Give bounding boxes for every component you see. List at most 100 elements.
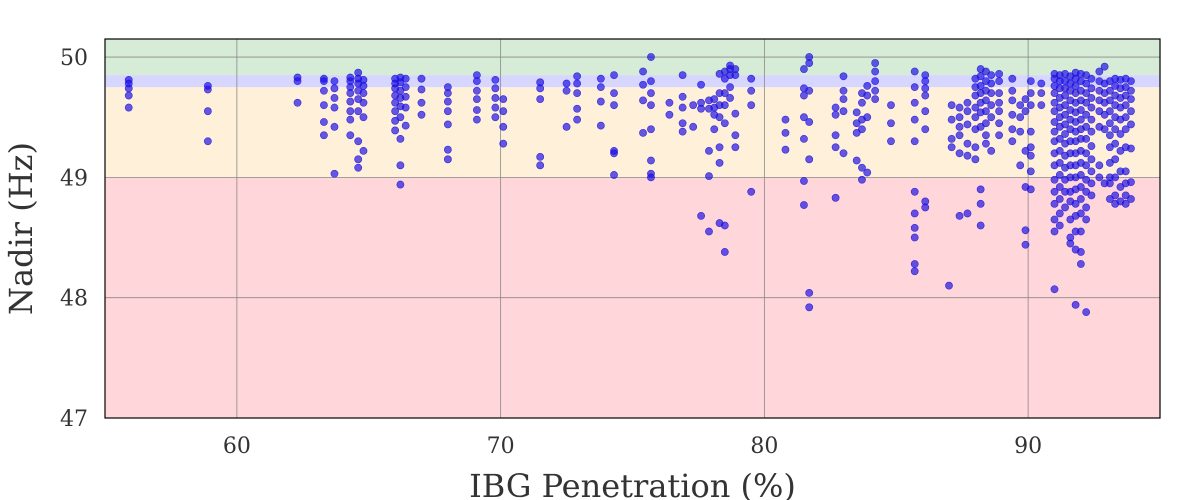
data-point bbox=[1055, 195, 1064, 203]
data-point bbox=[720, 101, 729, 110]
data-point bbox=[731, 143, 740, 152]
data-point bbox=[947, 101, 956, 110]
data-point bbox=[910, 137, 919, 146]
data-point bbox=[1071, 301, 1080, 309]
data-point bbox=[1127, 144, 1135, 153]
data-point bbox=[1055, 209, 1064, 218]
data-point bbox=[1076, 183, 1085, 191]
data-point bbox=[573, 89, 582, 98]
data-point bbox=[1061, 203, 1069, 212]
data-point bbox=[1055, 171, 1064, 179]
data-point bbox=[417, 74, 426, 83]
data-point bbox=[1008, 96, 1017, 105]
data-point bbox=[1082, 187, 1091, 196]
data-point bbox=[1008, 110, 1017, 119]
data-point bbox=[715, 143, 724, 152]
data-point bbox=[910, 260, 919, 268]
data-point bbox=[391, 126, 400, 135]
data-point bbox=[1087, 179, 1096, 188]
data-point bbox=[955, 211, 964, 220]
data-point bbox=[499, 139, 508, 148]
data-point bbox=[1111, 155, 1120, 164]
data-point bbox=[678, 71, 687, 79]
data-point bbox=[863, 168, 872, 177]
data-point bbox=[1016, 101, 1025, 110]
data-point bbox=[1026, 143, 1035, 152]
x-tick-label: 70 bbox=[487, 434, 515, 459]
data-point bbox=[955, 131, 964, 140]
data-point bbox=[976, 185, 985, 194]
data-point bbox=[639, 96, 647, 105]
data-point bbox=[562, 86, 571, 95]
data-point bbox=[1016, 127, 1025, 136]
data-point bbox=[910, 83, 919, 92]
data-point bbox=[1008, 86, 1017, 95]
data-point bbox=[499, 122, 508, 131]
data-point bbox=[596, 97, 605, 106]
data-point bbox=[1055, 159, 1064, 167]
data-point bbox=[800, 91, 808, 100]
data-point bbox=[1121, 167, 1130, 176]
data-point bbox=[1082, 203, 1091, 212]
data-point bbox=[1095, 67, 1104, 76]
data-point bbox=[443, 107, 452, 116]
data-point bbox=[805, 86, 814, 95]
data-point bbox=[1087, 155, 1096, 164]
data-point bbox=[831, 193, 840, 202]
data-point bbox=[596, 121, 605, 130]
data-point bbox=[963, 120, 972, 129]
data-point bbox=[747, 187, 756, 196]
data-point bbox=[417, 85, 426, 94]
data-point bbox=[573, 104, 582, 113]
data-point bbox=[858, 125, 866, 134]
data-point bbox=[1082, 71, 1091, 79]
data-point bbox=[1037, 101, 1046, 110]
y-axis-title: Nadir (Hz) bbox=[2, 142, 40, 315]
data-point bbox=[971, 113, 980, 122]
data-point bbox=[1111, 139, 1120, 148]
data-point bbox=[401, 92, 410, 101]
data-point bbox=[863, 82, 872, 90]
data-point bbox=[715, 113, 724, 122]
y-tick-label: 48 bbox=[60, 287, 88, 312]
data-point bbox=[1076, 260, 1085, 268]
data-point bbox=[705, 146, 713, 155]
data-point bbox=[359, 89, 368, 98]
data-point bbox=[995, 107, 1004, 116]
data-point bbox=[491, 94, 500, 102]
data-point bbox=[781, 145, 790, 154]
data-point bbox=[1050, 127, 1059, 136]
data-point bbox=[639, 80, 647, 89]
data-point bbox=[1105, 107, 1114, 116]
data-point bbox=[910, 223, 919, 232]
data-point bbox=[910, 209, 919, 218]
data-point bbox=[1050, 215, 1059, 224]
data-point bbox=[354, 137, 363, 146]
data-point bbox=[910, 98, 919, 107]
data-point bbox=[678, 92, 687, 101]
data-point bbox=[1061, 120, 1069, 129]
data-point bbox=[955, 113, 964, 122]
data-point bbox=[1076, 248, 1085, 256]
data-point bbox=[863, 113, 872, 122]
band-2 bbox=[105, 75, 1160, 88]
data-point bbox=[705, 227, 713, 236]
data-point bbox=[982, 67, 990, 76]
data-point bbox=[720, 89, 729, 98]
y-tick-label: 49 bbox=[60, 166, 88, 191]
data-point bbox=[491, 113, 500, 122]
data-point bbox=[910, 233, 919, 242]
data-point bbox=[995, 89, 1004, 98]
data-point bbox=[647, 125, 655, 134]
data-point bbox=[1016, 113, 1025, 122]
data-point bbox=[963, 98, 972, 107]
data-point bbox=[910, 187, 919, 196]
data-point bbox=[596, 83, 605, 92]
data-point bbox=[1021, 226, 1030, 235]
data-point bbox=[921, 107, 930, 116]
data-point bbox=[665, 98, 674, 107]
data-point bbox=[1008, 125, 1017, 134]
data-point bbox=[921, 91, 930, 100]
data-point bbox=[987, 101, 996, 110]
